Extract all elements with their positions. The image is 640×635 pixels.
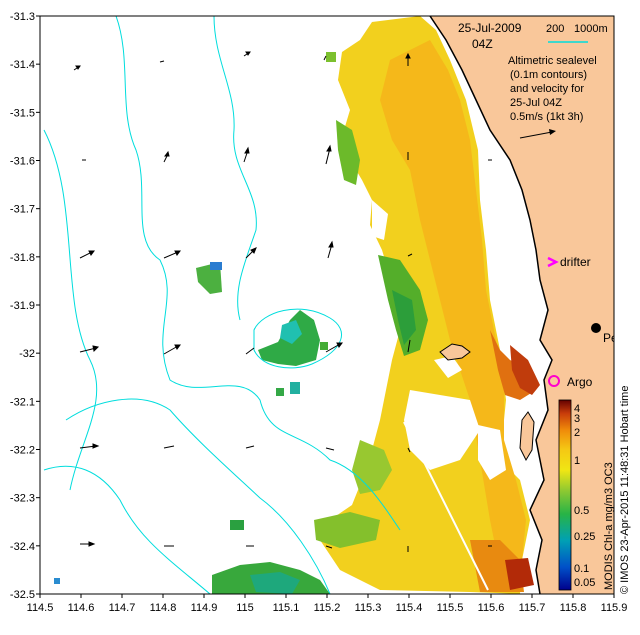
lat-tick-label: -31.6 (10, 156, 35, 168)
legend-line-4: 25-Jul 04Z (510, 97, 562, 109)
lon-tick-label: 115.8 (560, 602, 587, 614)
colorbar-label-2: 2 (574, 427, 580, 439)
drifter-marker (547, 256, 559, 268)
legend-line-1: Altimetric sealevel (508, 55, 597, 67)
velocity-arrow (407, 447, 411, 453)
scale-1000-label: 1000m (574, 23, 608, 35)
colorbar-label-0.25: 0.25 (574, 531, 595, 543)
lat-tick-label: -32.2 (10, 445, 35, 457)
lon-tick-label: 114.9 (191, 602, 218, 614)
lon-tick-label: 114.6 (68, 602, 95, 614)
velocity-arrow (325, 144, 332, 165)
colorbar-title: MODIS Chl-a mg/m3 OC3 (603, 462, 615, 590)
velocity-arrows (73, 51, 492, 552)
velocity-arrow (73, 65, 81, 71)
lon-tick-label: 115.1 (273, 602, 300, 614)
velocity-arrow (245, 347, 255, 355)
velocity-arrow (79, 345, 100, 353)
lon-tick-label: 115.5 (437, 602, 464, 614)
velocity-arrow (159, 60, 165, 63)
colorbar-label-0.5: 0.5 (574, 505, 589, 517)
colorbar-label-1: 1 (574, 455, 580, 467)
legend-line-2: (0.1m contours) (510, 69, 587, 81)
argo-label: Argo (567, 375, 593, 389)
longitude-axis: 114.5 114.6 114.7 114.8 114.9 115 115.1 115.2 11… (27, 594, 628, 614)
lat-tick-label: -31.8 (10, 252, 35, 264)
perth-marker (591, 323, 601, 333)
lat-tick-label: -32 (19, 348, 35, 360)
colorbar-label-0.05: 0.05 (574, 577, 595, 589)
scale-200-label: 200 (546, 23, 564, 35)
colorbar (558, 399, 572, 591)
velocity-arrow (407, 339, 411, 353)
lat-tick-label: -32.4 (10, 541, 35, 553)
chlorophyll-field (54, 16, 540, 594)
lon-tick-label: 115.2 (314, 602, 341, 614)
velocity-arrow (325, 447, 335, 451)
rottnest-island (439, 343, 471, 361)
velocity-arrow (163, 150, 170, 163)
colorbar-label-0.1: 0.1 (574, 563, 589, 575)
lon-tick-label: 115.6 (478, 602, 505, 614)
lon-tick-label: 114.8 (150, 602, 177, 614)
velocity-arrow (323, 55, 327, 61)
lat-tick-label: -31.5 (10, 107, 35, 119)
lat-tick-label: -32.5 (10, 589, 35, 601)
velocity-arrow (80, 541, 96, 547)
velocity-arrow (163, 344, 181, 355)
velocity-arrow (243, 51, 251, 57)
velocity-arrow (405, 52, 411, 66)
lat-tick-label: -31.4 (10, 59, 35, 71)
colorbar-label-3: 3 (574, 413, 580, 425)
velocity-arrow (245, 247, 257, 259)
map-plot-area: drifter Perth Argo 25-Jul-2009 04Z 200 1… (40, 16, 632, 594)
lon-tick-label: 115.9 (601, 602, 628, 614)
velocity-arrow (163, 250, 181, 259)
latitude-axis: -31.3 -31.4 -31.5 -31.6 -31.7 -31.8 -31.9 -32 -3… (10, 11, 40, 601)
velocity-scale-arrow (519, 129, 556, 139)
colorbar-label-4: 4 (574, 403, 580, 415)
velocity-arrow (327, 240, 334, 259)
lat-tick-label: -31.3 (10, 11, 35, 23)
velocity-arrow (163, 445, 175, 449)
velocity-arrow (243, 146, 250, 163)
lat-tick-label: -32.3 (10, 493, 35, 505)
legend-line-5: 0.5m/s (1kt 3h) (510, 111, 583, 123)
drifter-label: drifter (560, 255, 591, 269)
velocity-arrow (407, 253, 413, 257)
date-label: 25-Jul-2009 (458, 21, 522, 35)
lat-tick-label: -32.1 (10, 396, 35, 408)
lon-tick-label: 115.3 (355, 602, 382, 614)
legend-line-3: and velocity for (510, 83, 584, 95)
credit-text: © IMOS 23-Apr-2015 11:48:31 Hobart time (619, 386, 631, 594)
lon-tick-label: 114.7 (109, 602, 136, 614)
time-label: 04Z (472, 37, 493, 51)
drifter-track (403, 421, 489, 591)
velocity-arrow (79, 443, 100, 449)
lon-tick-label: 115.7 (519, 602, 546, 614)
lon-tick-label: 115 (236, 602, 254, 614)
velocity-arrow (245, 445, 255, 449)
argo-marker (548, 375, 560, 387)
garden-island (519, 411, 535, 462)
lon-tick-label: 114.5 (27, 602, 54, 614)
perth-label: Perth (603, 331, 632, 345)
lat-tick-label: -31.7 (10, 204, 35, 216)
velocity-arrow (325, 342, 343, 353)
lon-tick-label: 115.4 (396, 602, 423, 614)
sealevel-contours (43, 16, 401, 594)
velocity-arrow (325, 545, 333, 549)
lat-tick-label: -31.9 (10, 300, 35, 312)
velocity-arrow (79, 250, 95, 259)
